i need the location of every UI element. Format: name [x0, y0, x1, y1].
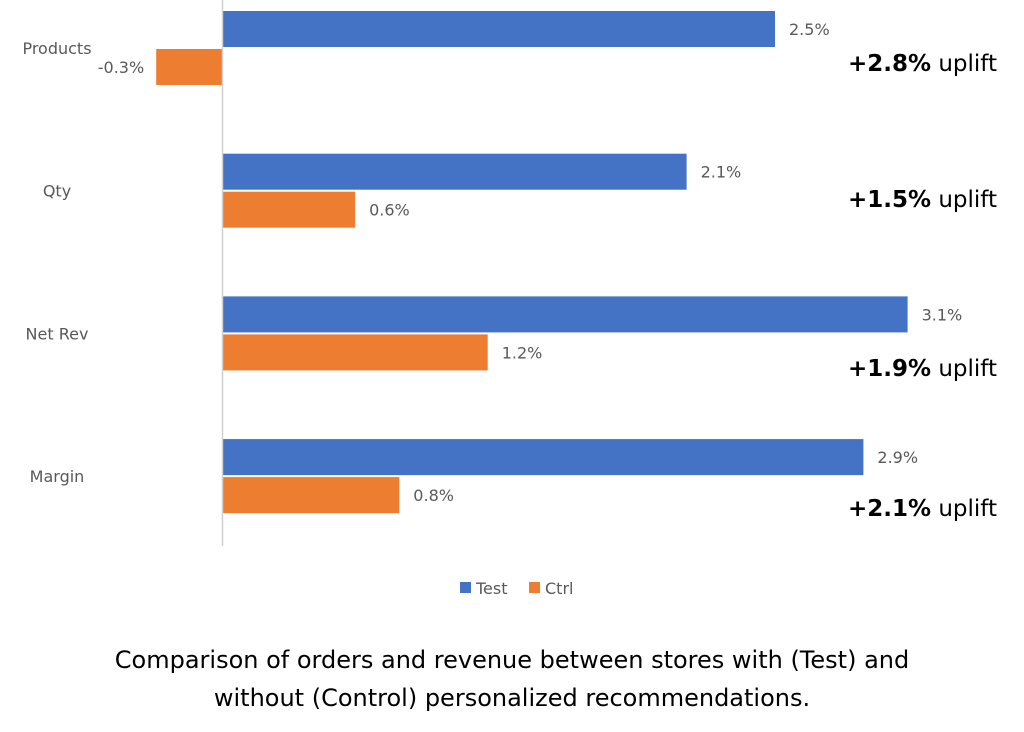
category-label: Qty [43, 182, 71, 201]
data-label: 1.2% [502, 343, 543, 362]
bar-ctrl [222, 191, 356, 228]
uplift-value: +2.8% [848, 51, 931, 77]
caption-line-2: without (Control) personalized recommend… [213, 684, 811, 712]
uplift-text: uplift [931, 51, 997, 77]
uplift-value: +1.5% [848, 187, 931, 213]
bar-ctrl [222, 477, 400, 514]
data-label: 0.8% [413, 486, 454, 505]
legend-swatch-ctrl [529, 582, 540, 593]
uplift-value: +1.9% [848, 356, 931, 382]
category-label: Products [22, 39, 91, 58]
uplift-value: +2.1% [848, 496, 931, 522]
data-label: 2.9% [877, 448, 918, 467]
category-label: Margin [30, 467, 85, 486]
uplift-annotation: +1.5% uplift [848, 187, 997, 213]
uplift-annotation: +2.8% uplift [848, 51, 997, 77]
figure-caption: Comparison of orders and revenue between… [0, 641, 1024, 717]
bar-test [222, 439, 864, 476]
uplift-annotation: +2.1% uplift [848, 496, 997, 522]
data-label: 3.1% [922, 305, 963, 324]
bar-test [222, 296, 908, 333]
uplift-annotation: +1.9% uplift [848, 356, 997, 382]
bar-ctrl [222, 334, 488, 371]
uplift-text: uplift [931, 356, 997, 382]
bar-ctrl [156, 49, 223, 85]
bar-chart: Products 2.5% -0.3% +2.8% uplift Qty 2.1% 0.6%… [22, 0, 997, 598]
uplift-text: uplift [931, 496, 997, 522]
legend-label: Test [475, 579, 508, 598]
data-label: 2.1% [701, 163, 742, 182]
uplift-text: uplift [931, 187, 997, 213]
category-label: Net Rev [26, 324, 89, 343]
caption-line-1: Comparison of orders and revenue between… [114, 646, 910, 674]
data-label: 2.5% [789, 20, 830, 39]
bar-test [222, 153, 687, 190]
data-label: -0.3% [98, 58, 144, 77]
legend-label: Ctrl [545, 579, 573, 598]
bar-test [222, 11, 775, 47]
legend-swatch-test [460, 582, 471, 593]
data-label: 0.6% [369, 201, 410, 220]
